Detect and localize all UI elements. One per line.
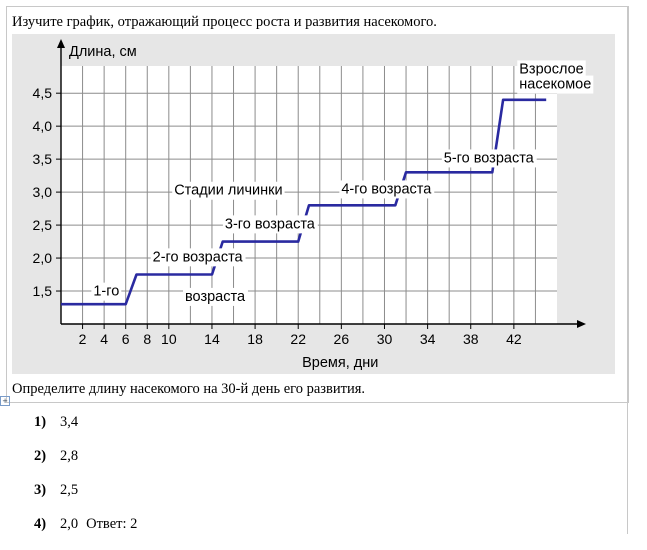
annotation-background	[222, 215, 318, 234]
anchor-icon: +	[0, 396, 10, 406]
annotation-background	[172, 181, 285, 200]
chart-annotation: 2-го возраста	[153, 249, 244, 265]
x-tick-label: 38	[463, 331, 479, 347]
plot-area	[61, 66, 557, 324]
chart-annotation: насекомое	[519, 77, 591, 93]
option-value: 2,5	[60, 482, 79, 498]
chart-annotation: 4-го возраста	[341, 181, 432, 197]
annotation-background	[517, 75, 594, 94]
chart-annotation: возраста	[185, 289, 246, 305]
chart-annotation: Взрослое	[519, 61, 583, 77]
chart-annotation: Стадии личинки	[174, 183, 282, 199]
option-value: 2,0	[60, 516, 79, 532]
option-4[interactable]: 4) 2,0 Ответ: 2	[34, 516, 137, 550]
annotation-background	[339, 180, 435, 199]
y-tick-label: 3,5	[33, 151, 53, 167]
option-2[interactable]: 2) 2,8	[34, 448, 137, 482]
y-axis-arrow	[57, 39, 65, 48]
y-tick-label: 4,5	[33, 85, 53, 101]
question-text: Определите длину насекомого на 30-й день…	[12, 381, 366, 397]
answer-text: Ответ: 2	[86, 516, 138, 532]
option-3[interactable]: 3) 2,5	[34, 482, 137, 516]
x-tick-label: 30	[377, 331, 393, 347]
chart-annotation: 3-го возраста	[225, 216, 316, 232]
x-tick-label: 8	[143, 331, 151, 347]
x-tick-label: 22	[290, 331, 306, 347]
y-tick-label: 4,0	[33, 118, 53, 134]
annotation-background	[183, 287, 248, 306]
y-axis-label: Длина, см	[69, 44, 137, 60]
option-number: 4)	[34, 516, 47, 532]
option-value: 2,8	[60, 448, 79, 464]
x-axis-arrow	[577, 320, 586, 328]
y-tick-label: 3,0	[33, 184, 53, 200]
answer-options: 1) 3,4 2) 2,8 3) 2,5 4) 2,0 Ответ: 2	[34, 414, 137, 550]
option-value: 3,4	[60, 414, 79, 430]
intro-text: Изучите график, отражающий процесс роста…	[12, 14, 437, 30]
y-tick-label: 1,5	[33, 283, 53, 299]
annotation-background	[517, 60, 586, 79]
x-tick-label: 26	[334, 331, 350, 347]
x-tick-label: 10	[161, 331, 177, 347]
chart-annotation: 5-го возраста	[444, 150, 535, 166]
x-axis-label: Время, дни	[302, 355, 378, 371]
y-tick-label: 2,0	[33, 250, 53, 266]
option-number: 1)	[34, 414, 47, 430]
x-tick-label: 34	[420, 331, 436, 347]
divider	[627, 6, 628, 534]
growth-chart: 1,5 2,0 2,5 3,0 3,5 4,0 4,5 2 4 6 8 10 14 18 22 26 30 34 3…	[33, 39, 594, 371]
x-tick-label: 6	[122, 331, 130, 347]
chart-panel: 1,5 2,0 2,5 3,0 3,5 4,0 4,5 2 4 6 8 10 14 18 22 26 30 34 3…	[12, 34, 615, 374]
x-tick-label: 14	[204, 331, 220, 347]
annotation-background	[441, 149, 537, 168]
option-number: 2)	[34, 448, 47, 464]
y-tick-label: 2,5	[33, 217, 53, 233]
chart-annotation: 1-го	[93, 284, 119, 300]
x-tick-label: 42	[506, 331, 522, 347]
option-1[interactable]: 1) 3,4	[34, 414, 137, 448]
x-tick-label: 2	[79, 331, 87, 347]
annotation-background	[150, 248, 246, 267]
x-tick-label: 18	[247, 331, 263, 347]
option-number: 3)	[34, 482, 47, 498]
x-tick-label: 4	[100, 331, 108, 347]
annotation-background	[91, 282, 122, 301]
